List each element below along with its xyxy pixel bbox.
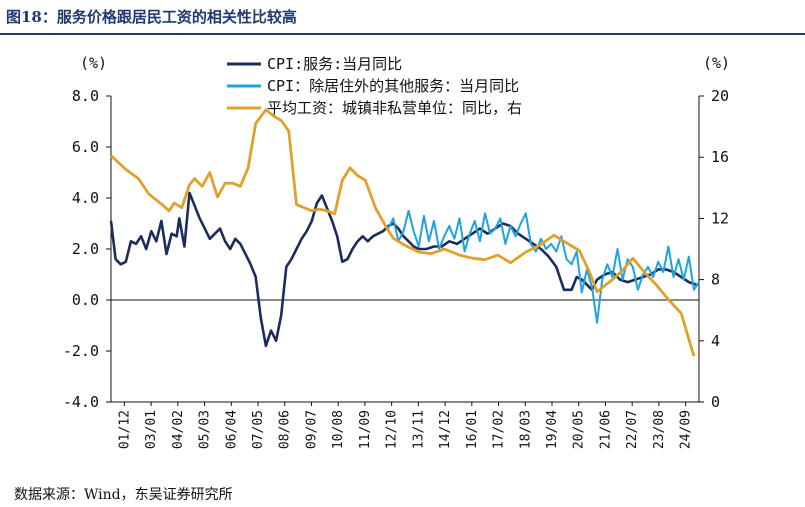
right-axis-unit: (%) — [703, 54, 730, 72]
x-tick-label: 24/09 — [679, 410, 694, 449]
figure-title: 图18：服务价格跟居民工资的相关性比较高 — [6, 8, 297, 26]
title-divider — [0, 33, 805, 35]
left-tick-label: 6.0 — [72, 138, 99, 156]
x-tick-label: 04/02 — [171, 410, 186, 449]
line-chart: 8.0 6.0 4.0 2.0 0.0 -2.0 -4.0 20 16 12 8 4 0 01/12 03/… — [63, 54, 730, 449]
left-tick-label: -4.0 — [63, 393, 99, 411]
data-source: 数据来源：Wind，东吴证券研究所 — [14, 487, 233, 503]
x-tick-label: 18/03 — [518, 410, 533, 449]
x-tick-label: 17/02 — [492, 410, 507, 449]
x-tick-label: 19/04 — [545, 410, 560, 449]
x-tick-label: 05/03 — [198, 410, 213, 449]
x-tick-label: 08/06 — [278, 410, 293, 449]
x-tick-label: 22/07 — [625, 410, 640, 449]
right-tick-label: 20 — [711, 87, 729, 105]
legend: CPI:服务:当月同比 CPI：除居住外的其他服务：当月同比平均工资：城镇非私营单… — [227, 55, 522, 117]
legend-label: CPI:服务:当月同比 — [267, 55, 402, 73]
right-tick-label: 16 — [711, 148, 729, 166]
right-tick-label: 0 — [711, 393, 720, 411]
left-tick-label: 4.0 — [72, 189, 99, 207]
series-lines-group — [109, 108, 700, 357]
x-tick-label: 14/12 — [438, 410, 453, 449]
x-tick-label: 03/01 — [144, 410, 159, 449]
avg-wage-line — [110, 108, 696, 357]
right-tick-label: 8 — [711, 271, 720, 289]
axes-group — [106, 95, 704, 406]
x-tick-label: 13/11 — [411, 410, 426, 449]
right-tick-label: 12 — [711, 209, 729, 227]
x-tick-label: 20/05 — [572, 410, 587, 449]
left-tick-label: 0.0 — [72, 291, 99, 309]
x-tick-label: 11/09 — [358, 410, 373, 449]
tick-labels-group: 8.0 6.0 4.0 2.0 0.0 -2.0 -4.0 20 16 12 8 4 0 01/12 03/… — [63, 87, 729, 449]
left-axis-unit: (%) — [80, 54, 107, 72]
legend-label: 平均工资：城镇非私营单位：同比，右 — [267, 99, 522, 117]
x-tick-label: 21/06 — [598, 410, 613, 449]
x-tick-label: 12/10 — [385, 410, 400, 449]
left-tick-label: -2.0 — [63, 342, 99, 360]
x-tick-label: 09/07 — [304, 410, 319, 449]
x-tick-label: 06/04 — [224, 410, 239, 449]
x-tick-label: 16/01 — [465, 410, 480, 449]
legend-label: CPI：除居住外的其他服务：当月同比 — [267, 77, 519, 95]
x-tick-label: 10/08 — [331, 410, 346, 449]
x-tick-label: 01/12 — [117, 410, 132, 449]
left-tick-label: 2.0 — [72, 240, 99, 258]
cpi-other-services-line — [387, 209, 700, 324]
x-tick-label: 23/08 — [652, 410, 667, 449]
left-tick-label: 8.0 — [72, 87, 99, 105]
right-tick-label: 4 — [711, 332, 720, 350]
x-tick-label: 07/05 — [251, 410, 266, 449]
